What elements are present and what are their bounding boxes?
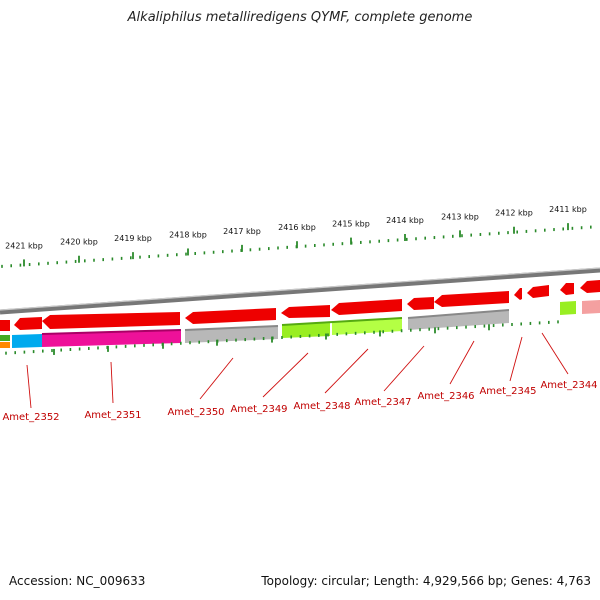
gene-block[interactable] [560, 301, 576, 315]
ruler-label: 2412 kbp [495, 209, 533, 218]
ruler-label: 2419 kbp [114, 234, 152, 243]
ruler-label: 2415 kbp [332, 220, 370, 229]
reverse-strand-edges [41, 309, 510, 335]
gene-block[interactable] [0, 335, 10, 341]
reverse-strand-track [0, 300, 600, 348]
gene-leader-line [509, 336, 523, 382]
gene-labels: Amet_2352 Amet_2351 Amet_2350 Amet_2349 Amet… [2, 332, 598, 423]
forward-strand-track [0, 280, 600, 331]
map-title: Alkaliphilus metalliredigens QYMF, compl… [127, 10, 473, 25]
gene-leader-line [324, 348, 369, 394]
gene-block[interactable] [12, 334, 42, 348]
gene-block[interactable] [332, 318, 402, 335]
gene-label[interactable]: Amet_2349 [230, 404, 287, 415]
gene-block[interactable] [408, 310, 509, 330]
forward-arrow[interactable] [580, 280, 600, 293]
gene-label[interactable]: Amet_2351 [84, 410, 141, 421]
backbone-ring-highlight [0, 267, 600, 311]
gene-label[interactable]: Amet_2345 [479, 386, 536, 397]
accession-text: Accession: NC_009633 [9, 574, 146, 588]
genome-summary-text: Topology: circular; Length: 4,929,566 bp… [261, 574, 591, 588]
gene-label[interactable]: Amet_2347 [354, 397, 411, 408]
gene-leader-line [449, 340, 475, 385]
ruler-label: 2421 kbp [5, 241, 43, 250]
backbone-ring [0, 267, 600, 315]
ruler-label: 2416 kbp [278, 223, 316, 232]
ruler-label: 2420 kbp [60, 238, 98, 247]
ruler-label: 2417 kbp [223, 227, 261, 236]
forward-arrow[interactable] [185, 308, 276, 324]
forward-arrow[interactable] [281, 305, 330, 318]
forward-arrow[interactable] [434, 291, 509, 307]
gene-leader-line [383, 345, 425, 392]
gene-label[interactable]: Amet_2346 [417, 391, 474, 402]
gene-leader-line [199, 357, 234, 400]
forward-arrow[interactable] [407, 297, 434, 310]
ruler: 2421 kbp 2420 kbp 2419 kbp 2418 kbp 2417 kbp… [1, 205, 592, 268]
gene-block[interactable] [0, 342, 10, 348]
forward-arrow[interactable] [527, 285, 549, 298]
gene-leader-line [110, 361, 114, 404]
ruler-label: 2411 kbp [549, 205, 587, 214]
gene-block[interactable] [42, 330, 181, 347]
forward-arrow[interactable] [14, 317, 42, 330]
gene-leader-line [26, 364, 32, 409]
forward-arrow[interactable] [560, 283, 574, 295]
inner-tick-track [5, 320, 559, 355]
forward-arrow[interactable] [514, 288, 522, 300]
gene-label[interactable]: Amet_2352 [2, 412, 59, 423]
gene-label[interactable]: Amet_2350 [167, 407, 224, 418]
forward-arrow[interactable] [331, 299, 402, 315]
ruler-label: 2414 kbp [386, 216, 424, 225]
gene-leader-line [541, 332, 569, 375]
ruler-label: 2418 kbp [169, 230, 207, 239]
ruler-label: 2413 kbp [441, 212, 479, 221]
forward-arrow[interactable] [0, 320, 10, 331]
gene-leader-line [262, 352, 309, 398]
gene-label[interactable]: Amet_2348 [293, 401, 350, 412]
gene-block[interactable] [582, 300, 600, 314]
forward-arrow[interactable] [42, 312, 180, 329]
gene-label[interactable]: Amet_2344 [540, 380, 597, 391]
